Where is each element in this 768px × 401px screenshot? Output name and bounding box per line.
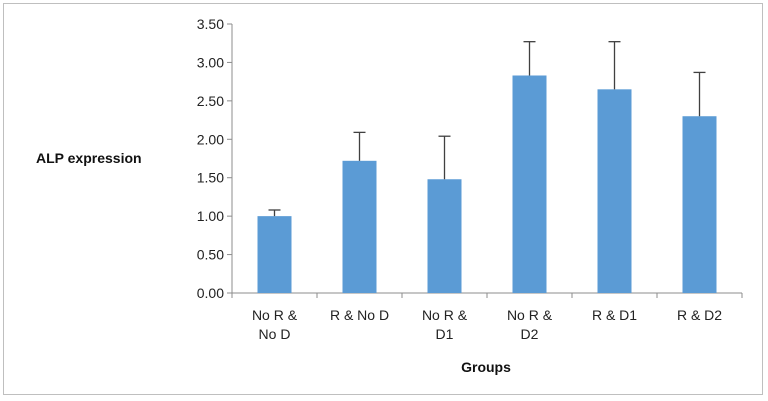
x-tick-label-line: No R &	[252, 307, 298, 323]
x-tick-label: R & D1	[592, 307, 637, 323]
x-tick-label-line: No R &	[507, 307, 553, 323]
bar	[682, 116, 717, 293]
x-tick-label-line: No R &	[422, 307, 468, 323]
y-axis-title: ALP expression	[36, 150, 142, 166]
chart-frame	[3, 3, 763, 395]
y-tick-label: 1.00	[197, 208, 224, 224]
bar	[427, 179, 462, 293]
x-tick-label-line: R & D2	[677, 307, 722, 323]
x-tick-label-line: No D	[259, 326, 291, 342]
bar	[342, 160, 377, 293]
y-tick-label: 0.50	[197, 247, 224, 263]
x-tick-label: No R & D1	[422, 307, 468, 342]
x-tick-label: R & No D	[330, 307, 389, 323]
y-tick-label: 2.50	[197, 93, 224, 109]
x-tick-label-line: R & No D	[330, 307, 389, 323]
y-tick-label: 0.00	[197, 285, 224, 301]
bar	[512, 75, 547, 293]
y-tick-label: 3.00	[197, 54, 224, 70]
bar	[597, 89, 632, 293]
bars	[257, 75, 717, 293]
y-tick-label: 3.50	[197, 16, 224, 32]
x-tick-label: No R & No D	[252, 307, 298, 342]
x-axis: No R & No D R & No D No R & D1 No R & D2 R & D1…	[231, 292, 743, 342]
x-tick-label: R & D2	[677, 307, 722, 323]
x-axis-title: Groups	[461, 359, 511, 375]
y-tick-label: 2.00	[197, 131, 224, 147]
x-tick-label-line: D2	[521, 326, 539, 342]
error-bars	[268, 41, 706, 217]
y-axis: 0.00 0.50 1.00 1.50 2.00 2.50 3.00 3.50	[197, 16, 233, 301]
bar	[257, 216, 292, 293]
x-tick-label-line: R & D1	[592, 307, 637, 323]
x-tick-label-line: D1	[436, 326, 454, 342]
x-tick-label: No R & D2	[507, 307, 553, 342]
y-tick-label: 1.50	[197, 170, 224, 186]
